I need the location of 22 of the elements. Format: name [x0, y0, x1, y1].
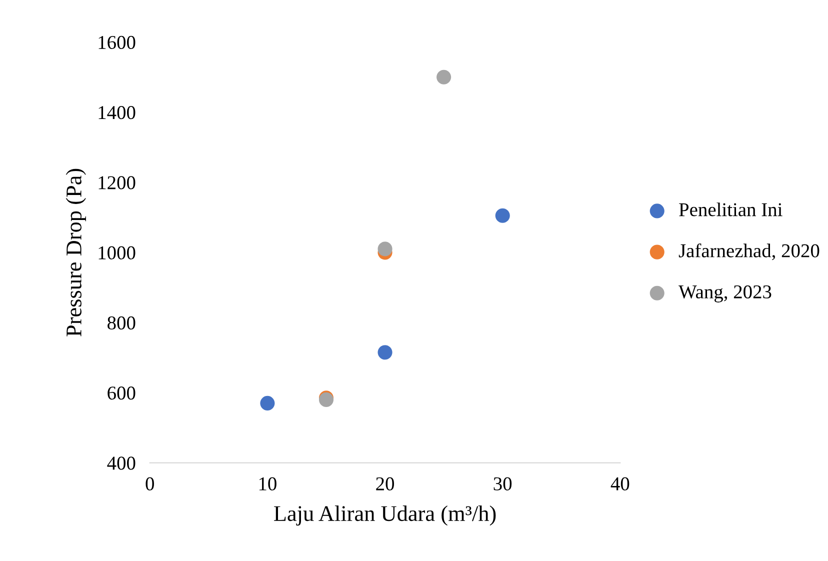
y-tick-label: 400 — [107, 456, 136, 470]
point — [436, 70, 452, 84]
legend-label: Penelitian Ini — [679, 202, 782, 216]
y-axis-title: Pressure Drop (Pa) — [66, 168, 86, 336]
y-tick-label: 1400 — [98, 106, 136, 120]
y-tick-label: 1600 — [98, 36, 136, 50]
x-tick-label: 40 — [610, 477, 630, 490]
point — [378, 345, 392, 360]
legend-label: Wang, 2023 — [678, 285, 772, 302]
x-axis-title: Laju Aliran Udara (m³/h) — [274, 505, 496, 526]
y-tick-label: 1000 — [98, 246, 136, 260]
x-tick-label: 20 — [376, 477, 394, 490]
point — [495, 208, 510, 223]
point — [378, 242, 392, 256]
x-tick-label: 10 — [259, 477, 276, 490]
y-tick-label: 800 — [108, 316, 136, 330]
x-tick-label: 30 — [494, 477, 512, 490]
point — [260, 396, 275, 411]
y-tick-label: 1200 — [98, 176, 136, 190]
y-tick-label: 600 — [108, 386, 136, 400]
legend-label: Jafarnezhad, 2020 — [678, 243, 820, 260]
x-tick-label: 0 — [146, 477, 154, 490]
